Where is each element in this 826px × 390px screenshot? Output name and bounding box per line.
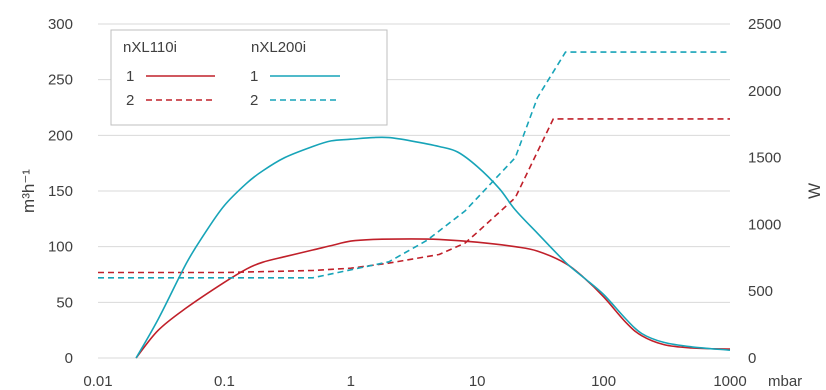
series-line-2 [98, 118, 730, 274]
series-line-4 [98, 51, 730, 279]
x-tick-label: 10 [469, 373, 486, 390]
y-axis-label: m³h⁻¹ [19, 169, 38, 213]
x-axis-ticks: 0.01 0.1 1 10 100 1000 [83, 373, 746, 390]
legend-label-nxl110i-1: 1 [126, 68, 134, 85]
legend-box [110, 29, 388, 126]
y2-axis-ticks: 0 500 1000 1500 2000 2500 [748, 16, 781, 367]
legend-title-nxl200i: nXL200i [251, 39, 306, 56]
x-tick-label: 100 [591, 373, 616, 390]
y-tick-label: 150 [48, 183, 73, 200]
y2-tick-label: 500 [748, 283, 773, 300]
legend: nXL110i nXL200i 1 2 1 2 [110, 29, 388, 126]
x-tick-label: 0.01 [83, 373, 112, 390]
series-line-1 [135, 238, 731, 359]
y2-axis-label: W [805, 183, 824, 199]
y-tick-label: 50 [56, 294, 73, 311]
y-tick-label: 300 [48, 16, 73, 33]
x-axis-unit: mbar [768, 373, 802, 390]
y-tick-label: 0 [65, 350, 73, 367]
series-lines [98, 51, 731, 359]
legend-label-nxl110i-2: 2 [126, 92, 134, 109]
x-tick-label: 0.1 [214, 373, 235, 390]
x-tick-label: 1000 [713, 373, 746, 390]
y2-tick-label: 1500 [748, 150, 781, 167]
y-tick-label: 200 [48, 127, 73, 144]
x-tick-label: 1 [347, 373, 355, 390]
series-line-3 [135, 136, 731, 359]
y2-tick-label: 2500 [748, 16, 781, 33]
legend-label-nxl200i-1: 1 [250, 68, 258, 85]
legend-label-nxl200i-2: 2 [250, 92, 258, 109]
legend-title-nxl110i: nXL110i [123, 39, 177, 56]
y-tick-label: 100 [48, 239, 73, 256]
y-axis-ticks: 0 50 100 150 200 250 300 [48, 16, 73, 367]
y2-tick-label: 2000 [748, 83, 781, 100]
y2-tick-label: 0 [748, 350, 756, 367]
y-tick-label: 250 [48, 72, 73, 89]
y2-tick-label: 1000 [748, 216, 781, 233]
